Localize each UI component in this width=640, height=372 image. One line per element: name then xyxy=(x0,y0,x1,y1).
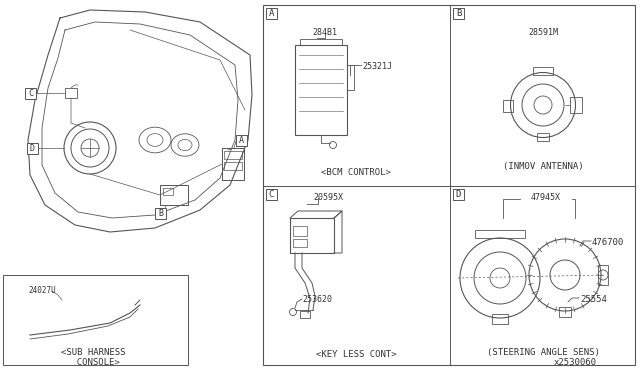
Bar xyxy=(155,208,166,219)
Bar xyxy=(475,230,525,238)
Text: D: D xyxy=(456,190,461,199)
Bar xyxy=(300,311,310,318)
Text: A: A xyxy=(269,9,274,18)
Bar xyxy=(160,185,188,205)
Bar xyxy=(163,188,173,195)
Bar xyxy=(503,100,513,112)
Bar xyxy=(570,97,582,113)
Bar xyxy=(453,189,464,200)
Text: 20595X: 20595X xyxy=(313,193,343,202)
Text: (STEERING ANGLE SENS): (STEERING ANGLE SENS) xyxy=(486,348,600,357)
Bar xyxy=(266,8,277,19)
Text: B: B xyxy=(158,209,163,218)
Text: 47945X: 47945X xyxy=(531,193,561,202)
Bar xyxy=(222,148,244,180)
Bar xyxy=(295,45,347,135)
Bar xyxy=(290,218,334,253)
Text: 25554: 25554 xyxy=(580,295,607,304)
Bar xyxy=(224,162,242,170)
Text: 284B1: 284B1 xyxy=(312,28,337,37)
Text: 253620: 253620 xyxy=(302,295,332,304)
Bar xyxy=(533,67,553,75)
Bar xyxy=(453,8,464,19)
Bar xyxy=(300,39,342,45)
Text: <BCM CONTROL>: <BCM CONTROL> xyxy=(321,168,391,177)
Text: B: B xyxy=(456,9,461,18)
Text: (INMOV ANTENNA): (INMOV ANTENNA) xyxy=(502,162,583,171)
Bar xyxy=(347,65,354,90)
Bar xyxy=(293,226,307,236)
Bar xyxy=(27,143,38,154)
Text: D: D xyxy=(30,144,35,153)
Bar xyxy=(537,133,549,141)
Bar xyxy=(598,265,608,285)
Bar xyxy=(293,239,307,247)
Bar xyxy=(266,189,277,200)
Text: <KEY LESS CONT>: <KEY LESS CONT> xyxy=(316,350,396,359)
Bar xyxy=(224,151,242,159)
Text: <SUB HARNESS
  CONSOLE>: <SUB HARNESS CONSOLE> xyxy=(61,348,125,368)
Text: 476700: 476700 xyxy=(592,238,624,247)
Bar xyxy=(25,88,36,99)
Bar xyxy=(492,314,508,324)
Bar xyxy=(65,88,77,98)
Bar xyxy=(559,307,571,317)
Text: C: C xyxy=(28,89,33,98)
Bar xyxy=(263,5,635,365)
Text: 25321J: 25321J xyxy=(362,62,392,71)
Text: A: A xyxy=(239,136,244,145)
Text: 28591M: 28591M xyxy=(528,28,558,37)
Bar xyxy=(3,275,188,365)
Text: 24027U: 24027U xyxy=(28,286,56,295)
Text: x2530060: x2530060 xyxy=(554,358,596,367)
Bar xyxy=(236,135,247,146)
Text: C: C xyxy=(269,190,274,199)
